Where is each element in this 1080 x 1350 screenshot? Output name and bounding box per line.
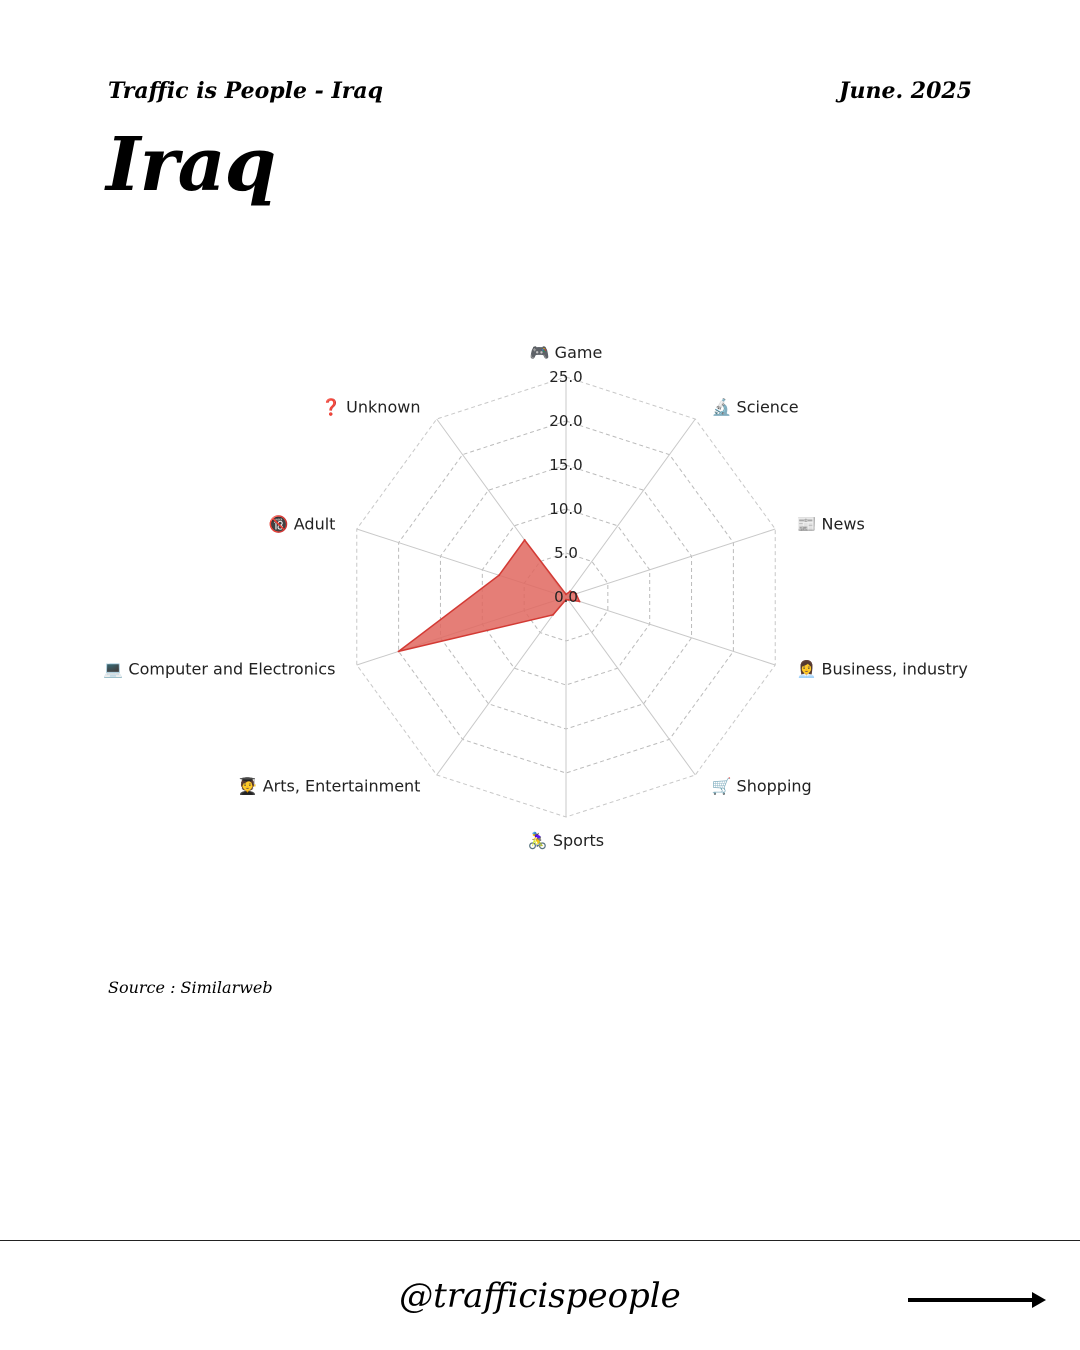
tick-label-0: 0.0 — [554, 588, 578, 606]
footer-divider — [0, 1240, 1080, 1241]
category-label-1: 🔬 Science — [712, 398, 799, 417]
tick-label-4: 20.0 — [549, 412, 582, 430]
data-point-5 — [565, 598, 567, 601]
data-point-7 — [397, 650, 400, 653]
tick-label-5: 25.0 — [549, 368, 582, 386]
category-label-3: 👩‍💼 Business, industry — [797, 659, 968, 678]
data-point-9 — [523, 539, 526, 542]
tick-label-3: 15.0 — [549, 456, 582, 474]
category-label-2: 📰 News — [797, 515, 865, 534]
data-point-6 — [552, 613, 555, 616]
header-date: June. 2025 — [839, 78, 972, 104]
series-area — [398, 538, 581, 653]
data-point-1 — [569, 590, 572, 593]
spoke-2 — [565, 528, 776, 598]
spoke-4 — [565, 596, 696, 776]
category-label-6: 🧑‍🎓 Arts, Entertainment — [238, 776, 421, 795]
spoke-6 — [436, 596, 567, 776]
category-label-8: 🔞 Adult — [269, 515, 336, 534]
footer-handle: @trafficispeople — [399, 1276, 681, 1316]
grid-ring-4 — [398, 420, 734, 774]
category-label-0: 🎮 Game — [530, 343, 603, 362]
page-title: Iraq — [106, 122, 276, 208]
data-point-0 — [565, 593, 567, 596]
data-point-4 — [567, 598, 570, 601]
category-label-5: 🚴‍♀️ Sports — [528, 831, 604, 850]
category-label-9: ❓ Unknown — [321, 398, 420, 417]
source-note: Source : Similarweb — [108, 978, 273, 997]
header-left-title: Traffic is People - Iraq — [108, 78, 383, 104]
tick-label-1: 5.0 — [554, 544, 578, 562]
tick-label-2: 10.0 — [549, 500, 582, 518]
category-label-7: 💻 Computer and Electronics — [103, 659, 335, 678]
right-arrow-icon[interactable] — [906, 1286, 1048, 1314]
spoke-1 — [565, 418, 696, 598]
data-point-2 — [575, 592, 578, 595]
data-point-8 — [498, 574, 501, 577]
spoke-3 — [565, 596, 776, 666]
radar-chart: 0.0 5.0 10.0 15.0 20.0 25.0 🎮 Game 🔬 Science 📰 N… — [103, 343, 968, 850]
category-label-4: 🛒 Shopping — [712, 776, 812, 795]
data-point-3 — [578, 600, 581, 603]
